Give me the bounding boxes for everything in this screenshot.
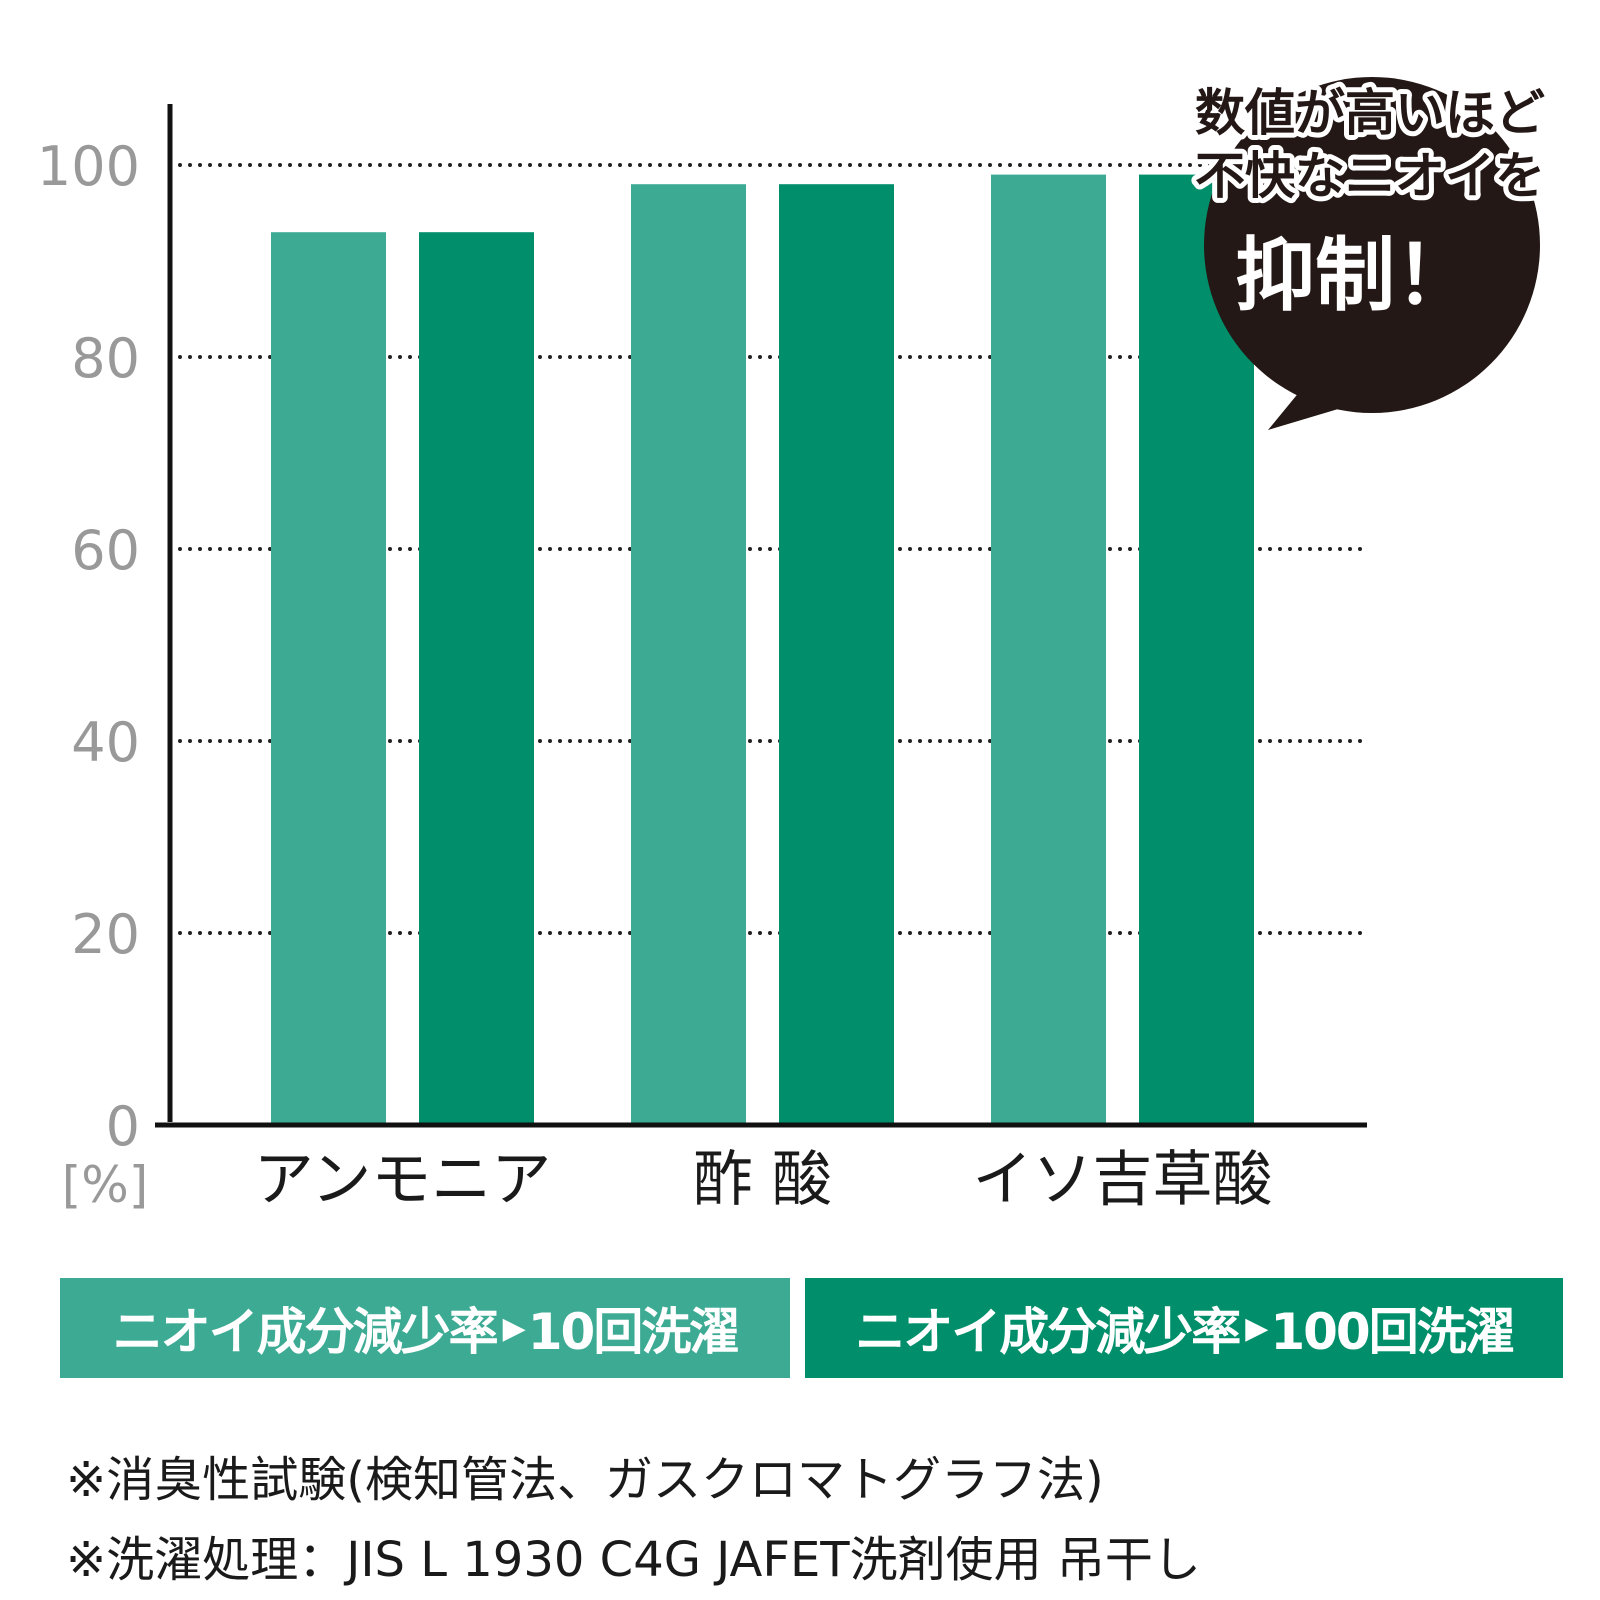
y-tick-label: 40	[71, 711, 140, 774]
triangle-right-icon: ▶	[1245, 1310, 1268, 1346]
x-tick-label: アンモニア	[254, 1145, 552, 1215]
y-tick-label: 80	[71, 327, 140, 390]
legend-item-10-washes: ニオイ成分減少率 ▶ 10回洗濯	[60, 1278, 790, 1378]
bar	[991, 174, 1106, 1126]
callout-circle	[1204, 77, 1540, 413]
footnote-wash-process: ※洗濯処理：JIS L 1930 C4G JAFET洗剤使用 吊干し	[66, 1532, 1201, 1588]
legend-2-prefix: ニオイ成分減少率	[855, 1303, 1241, 1361]
x-tick-labels: アンモニア 酢 酸 イソ吉草酸	[254, 1145, 1273, 1215]
x-tick-label: 酢 酸	[693, 1145, 832, 1215]
axes	[155, 104, 1367, 1128]
x-tick-label: イソ吉草酸	[973, 1145, 1273, 1215]
bar	[779, 184, 894, 1125]
y-axis-unit-label: [%]	[62, 1156, 149, 1214]
y-tick-label: 0	[106, 1095, 140, 1158]
bar	[271, 232, 386, 1125]
callout-bubble: 数値が高いほど 不快なニオイを 抑制！	[1190, 77, 1550, 430]
footnote-test-method: ※消臭性試験(検知管法、ガスクロマトグラフ法)	[66, 1452, 1104, 1508]
callout-line3: 抑制！	[1235, 229, 1475, 322]
legend-1-suffix: 10回洗濯	[527, 1303, 740, 1361]
legend-2-suffix: 100回洗濯	[1270, 1303, 1514, 1361]
legend-item-100-washes: ニオイ成分減少率 ▶ 100回洗濯	[805, 1278, 1563, 1378]
callout-line2: 不快なニオイを	[1195, 147, 1545, 205]
triangle-right-icon: ▶	[502, 1310, 526, 1346]
y-tick-label: 20	[71, 903, 140, 966]
callout-line1: 数値が高いほど	[1195, 84, 1545, 142]
bars	[271, 174, 1254, 1126]
callout-tail	[1268, 385, 1385, 430]
legend-1-prefix: ニオイ成分減少率	[112, 1303, 499, 1361]
y-tick-labels: 0 20 40 60 80 100	[37, 135, 140, 1158]
bar	[631, 184, 746, 1125]
y-tick-label: 100	[37, 135, 140, 198]
y-tick-label: 60	[71, 519, 140, 582]
bar	[419, 232, 534, 1125]
